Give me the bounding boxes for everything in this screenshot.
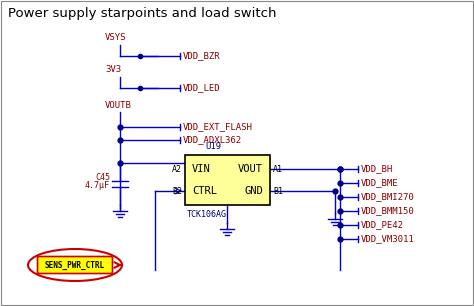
Text: VDD_BMI270: VDD_BMI270 [361,192,415,201]
Text: 3V3: 3V3 [105,65,121,74]
Text: U19: U19 [205,142,221,151]
Text: TCK106AG: TCK106AG [187,210,227,219]
Text: B2: B2 [172,186,182,196]
Text: C45: C45 [95,174,110,182]
Text: VOUT: VOUT [238,164,263,174]
FancyBboxPatch shape [37,256,112,274]
Bar [185,155,270,205]
Text: Power supply starpoints and load switch: Power supply starpoints and load switch [8,8,276,21]
Text: VDD_ADXL362: VDD_ADXL362 [183,136,242,144]
Text: VOUTB: VOUTB [105,100,132,110]
Text: VDD_EXT_FLASH: VDD_EXT_FLASH [183,122,253,132]
Text: VDD_LED: VDD_LED [183,84,220,92]
Text: VDD_VM3011: VDD_VM3011 [361,234,415,244]
Text: SENS_PWR_CTRL: SENS_PWR_CTRL [45,260,105,270]
Text: VDD_BME: VDD_BME [361,178,399,188]
Text: VDD_PE42: VDD_PE42 [361,221,404,230]
Text: VDD_BZR: VDD_BZR [183,51,220,61]
Text: VDD_BH: VDD_BH [361,165,393,174]
Text: A2: A2 [172,165,182,174]
Text: 4.7μF: 4.7μF [85,181,110,191]
Text: VDD_BMM150: VDD_BMM150 [361,207,415,215]
Text: GND: GND [244,186,263,196]
Text: VIN: VIN [192,164,211,174]
Text: VSYS: VSYS [105,33,127,43]
Text: CTRL: CTRL [192,186,217,196]
Text: B1: B1 [273,186,283,196]
Text: A1: A1 [273,165,283,174]
